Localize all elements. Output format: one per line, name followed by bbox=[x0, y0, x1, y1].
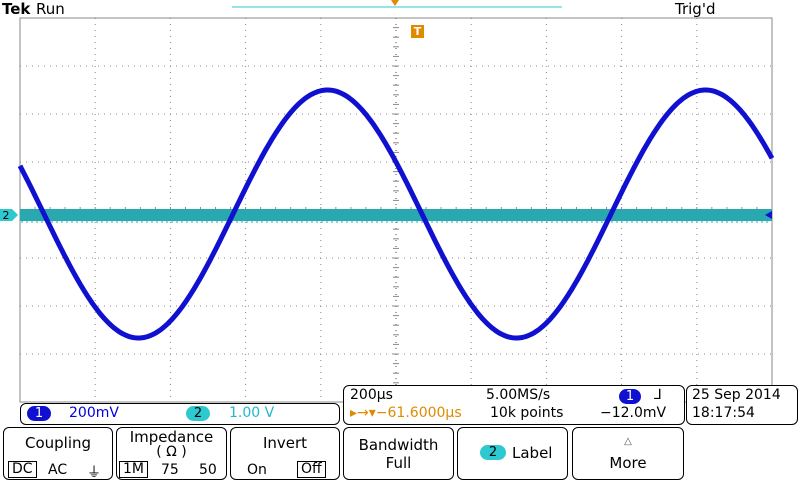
trigger-level[interactable]: −12.0mV bbox=[600, 405, 667, 421]
trigger-slope-icon: ⅃ bbox=[654, 387, 662, 403]
coupling-menu[interactable]: Coupling DC AC ⏚ bbox=[3, 427, 113, 481]
graticule-grid bbox=[19, 17, 773, 397]
timebase-readout: 200µs 5.00MS/s ▸→▾−61.6000µs 10k points … bbox=[343, 385, 685, 425]
more-arrow-icon: △ bbox=[624, 436, 632, 447]
ch2-scale[interactable]: 1.00 V bbox=[229, 405, 275, 421]
impedance-1m[interactable]: 1M bbox=[119, 461, 148, 478]
date: 25 Sep 2014 bbox=[692, 387, 781, 403]
trigger-level-marker bbox=[765, 211, 772, 219]
trigger-source-badge[interactable]: 1 bbox=[619, 389, 641, 404]
ch1-scale[interactable]: 200mV bbox=[69, 405, 119, 421]
invert-title: Invert bbox=[262, 434, 308, 452]
label-title: Label bbox=[512, 444, 553, 462]
record-length: 10k points bbox=[490, 405, 564, 421]
brand-logo: Tek bbox=[2, 0, 31, 18]
bandwidth-value: Full bbox=[385, 454, 412, 472]
more-menu[interactable]: △ More bbox=[572, 427, 684, 480]
impedance-unit: ( Ω ) bbox=[156, 444, 187, 460]
ch1-trace bbox=[17, 87, 775, 341]
ground-icon[interactable]: ⏚ bbox=[87, 465, 101, 481]
ch2-trace bbox=[20, 209, 772, 221]
ch2-ground-marker[interactable]: 2 bbox=[0, 209, 18, 222]
horizontal-scale[interactable]: 200µs bbox=[350, 387, 393, 403]
ch2-noise bbox=[21, 210, 768, 223]
trigger-marker-label: T bbox=[414, 25, 422, 38]
impedance-75[interactable]: 75 bbox=[161, 462, 179, 478]
trigger-marker-icon: T bbox=[411, 25, 424, 38]
channel-readout: 1 200mV 2 1.00 V bbox=[20, 403, 340, 425]
impedance-50[interactable]: 50 bbox=[199, 462, 217, 478]
coupling-title: Coupling bbox=[24, 434, 92, 452]
datetime-readout: 25 Sep 2014 18:17:54 bbox=[686, 385, 798, 425]
invert-menu[interactable]: Invert On Off bbox=[230, 427, 340, 480]
ch2-badge[interactable]: 2 bbox=[186, 406, 210, 421]
trigger-position-marker bbox=[391, 0, 399, 6]
sample-rate: 5.00MS/s bbox=[486, 387, 551, 403]
bandwidth-menu[interactable]: Bandwidth Full bbox=[343, 427, 454, 480]
invert-on[interactable]: On bbox=[247, 462, 267, 478]
ch2-marker-label: 2 bbox=[3, 209, 10, 222]
impedance-title: Impedance bbox=[129, 428, 214, 446]
impedance-menu[interactable]: Impedance ( Ω ) 1M 75 50 bbox=[116, 427, 227, 480]
ch1-badge[interactable]: 1 bbox=[27, 406, 51, 421]
acquisition-state: Run bbox=[36, 0, 65, 18]
more-title: More bbox=[609, 454, 647, 472]
label-ch2-badge: 2 bbox=[480, 445, 506, 460]
time: 18:17:54 bbox=[692, 405, 755, 421]
bandwidth-title: Bandwidth bbox=[358, 436, 439, 454]
label-menu[interactable]: 2 Label bbox=[457, 427, 568, 480]
trigger-state: Trig'd bbox=[675, 0, 716, 18]
coupling-dc[interactable]: DC bbox=[8, 461, 37, 478]
coupling-ac[interactable]: AC bbox=[48, 462, 68, 478]
trigger-position[interactable]: ▸→▾−61.6000µs bbox=[350, 405, 462, 421]
invert-off[interactable]: Off bbox=[297, 461, 326, 478]
